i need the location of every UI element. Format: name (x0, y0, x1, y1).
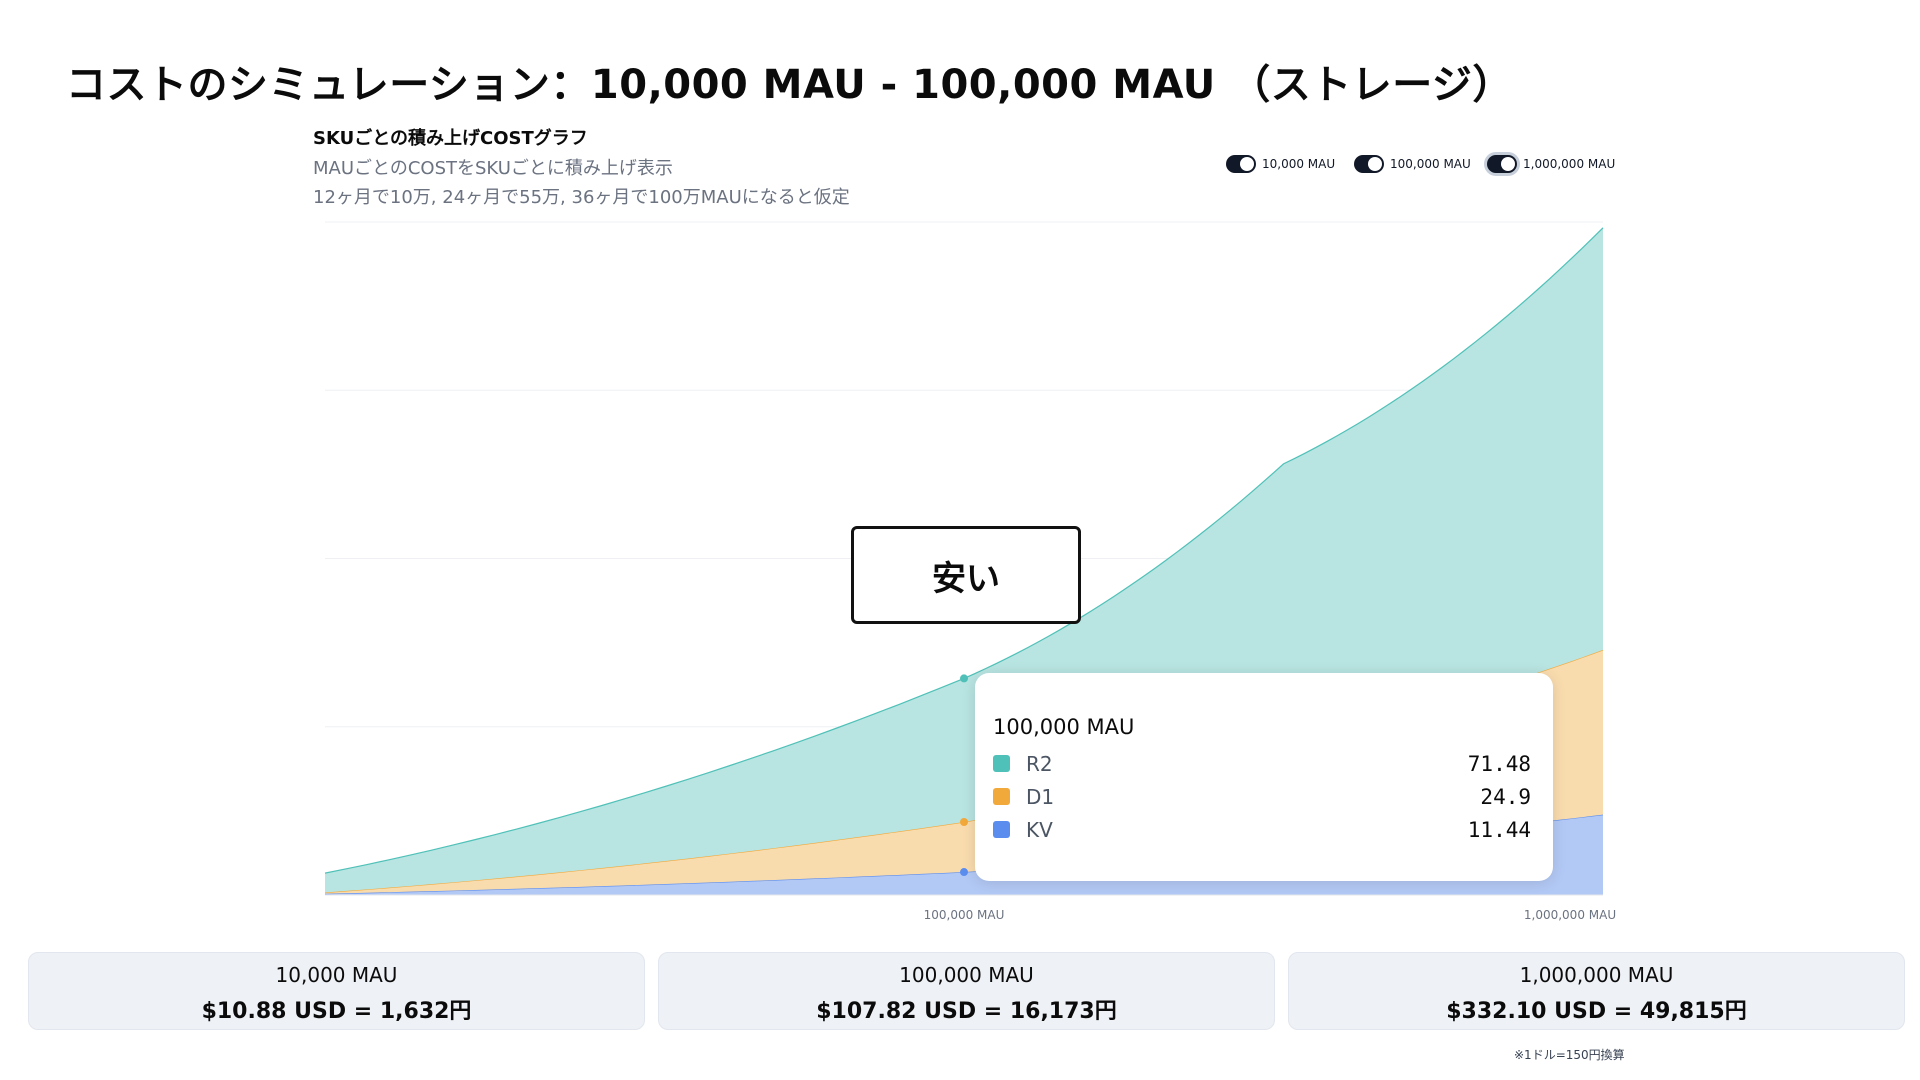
x-tick-label: 100,000 MAU (923, 908, 1005, 922)
callout-box: 安い (851, 526, 1081, 624)
tooltip-row-d1: D1 24.9 (993, 780, 1531, 813)
footnote: ※1ドル=150円換算 (1514, 1048, 1625, 1062)
tooltip-series-name: D1 (1026, 784, 1055, 809)
summary-value: $332.10 USD = 49,815円 (1446, 999, 1747, 1024)
legend-item-1000000[interactable]: 1,000,000 MAU (1487, 155, 1615, 173)
tooltip-series-value: 11.44 (1467, 817, 1531, 842)
summary-card-10000: 10,000 MAU $10.88 USD = 1,632円 (28, 952, 645, 1030)
point-r2 (960, 674, 968, 683)
line-r2 (324, 227, 1604, 874)
page-title: コストのシミュレーション：10,000 MAU - 100,000 MAU （ス… (66, 62, 1513, 108)
kv-swatch-icon (993, 821, 1010, 838)
tooltip-series-value: 24.9 (1480, 784, 1531, 809)
legend-item-100000[interactable]: 100,000 MAU (1354, 155, 1471, 173)
r2-swatch-icon (993, 755, 1010, 772)
tooltip-title: 100,000 MAU (993, 715, 1135, 739)
legend-label: 1,000,000 MAU (1523, 157, 1616, 171)
summary-card-100000: 100,000 MAU $107.82 USD = 16,173円 (658, 952, 1275, 1030)
summary-cards: 10,000 MAU $10.88 USD = 1,632円 100,000 M… (28, 952, 1905, 1030)
summary-label: 10,000 MAU (275, 963, 398, 987)
tooltip-series-value: 71.48 (1467, 751, 1531, 776)
toggle-switch-icon[interactable] (1487, 155, 1517, 173)
chart-tooltip: 100,000 MAU R2 71.48 D1 24.9 KV 11.44 (975, 673, 1553, 881)
summary-value: $10.88 USD = 1,632円 (201, 999, 472, 1024)
legend-label: 100,000 MAU (1390, 157, 1471, 171)
chart-subtitle-1: MAUごとのCOSTをSKUごとに積み上げ表示 (313, 158, 673, 179)
point-kv (960, 868, 968, 877)
tooltip-series-name: R2 (1026, 751, 1053, 776)
x-tick-label: 1,000,000 MAU (1523, 908, 1617, 922)
tooltip-row-kv: KV 11.44 (993, 813, 1531, 846)
d1-swatch-icon (993, 788, 1010, 805)
toggle-switch-icon[interactable] (1226, 155, 1256, 173)
summary-value: $107.82 USD = 16,173円 (816, 999, 1117, 1024)
summary-label: 1,000,000 MAU (1519, 963, 1674, 987)
legend-label: 10,000 MAU (1262, 157, 1336, 171)
chart-subtitle-2: 12ヶ月で10万, 24ヶ月で55万, 36ヶ月で100万MAUになると仮定 (313, 187, 850, 208)
tooltip-row-r2: R2 71.48 (993, 747, 1531, 780)
summary-card-1000000: 1,000,000 MAU $332.10 USD = 49,815円 (1288, 952, 1905, 1030)
legend-item-10000[interactable]: 10,000 MAU (1226, 155, 1335, 173)
toggle-switch-icon[interactable] (1354, 155, 1384, 173)
chart-title: SKUごとの積み上げCOSTグラフ (313, 128, 588, 149)
tooltip-series-name: KV (1026, 817, 1053, 842)
summary-label: 100,000 MAU (899, 963, 1034, 987)
point-d1 (960, 817, 968, 826)
